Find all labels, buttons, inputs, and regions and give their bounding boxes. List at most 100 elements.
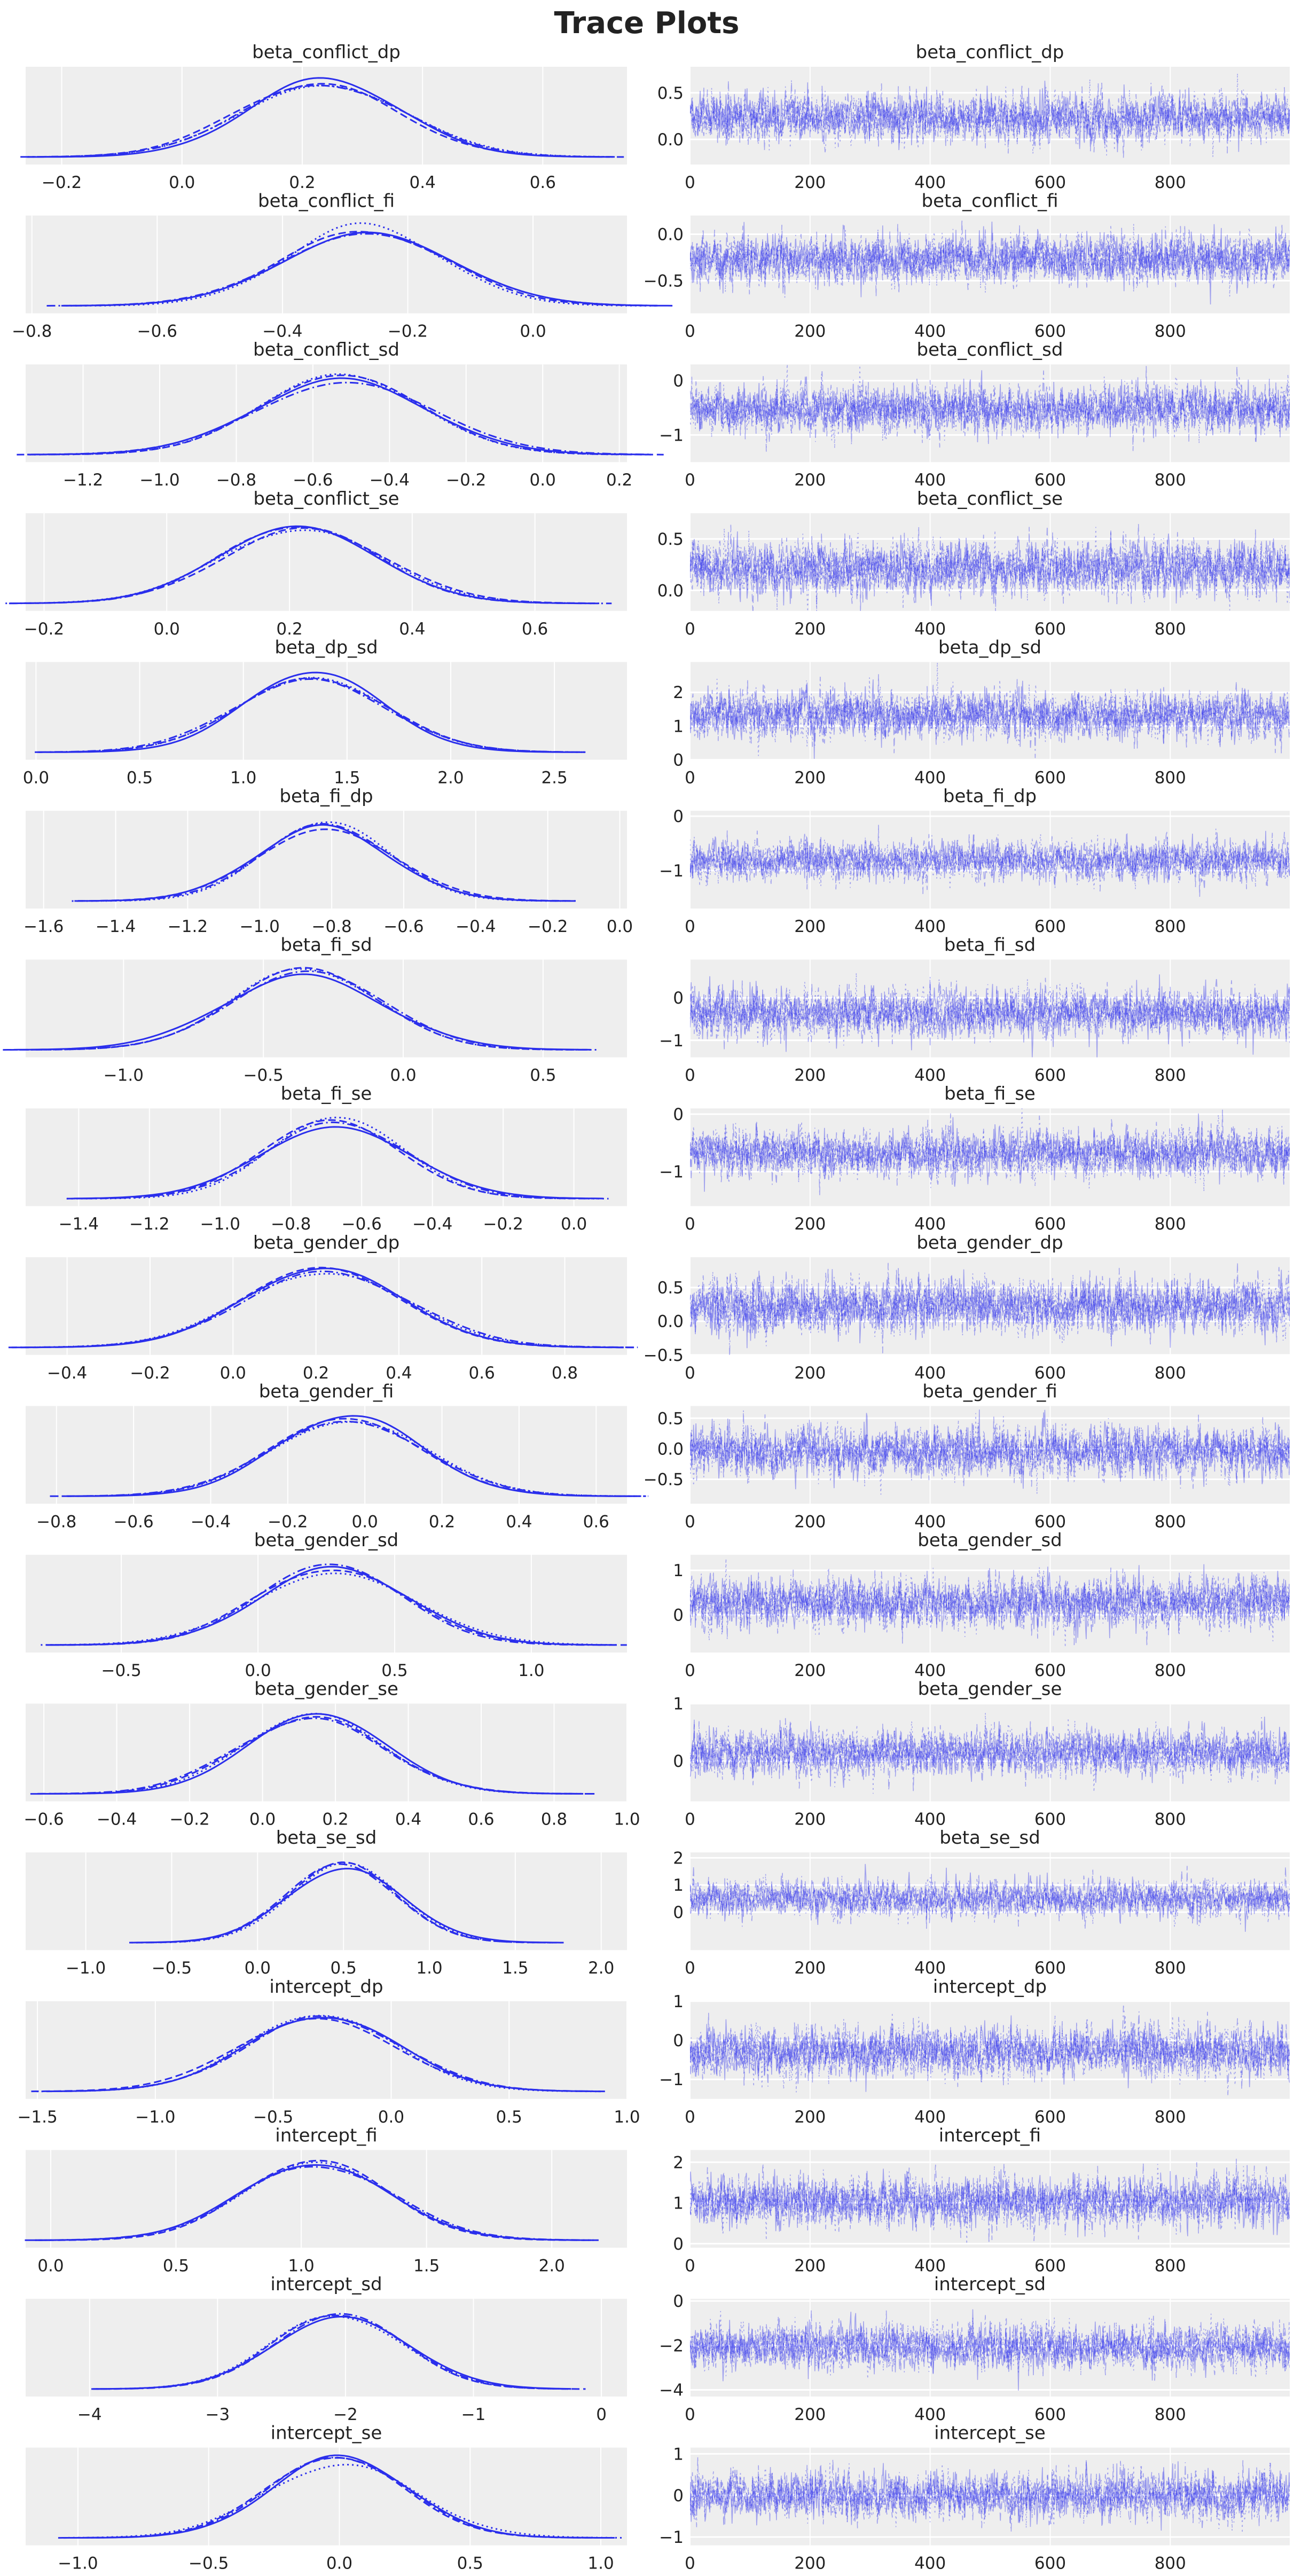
trace-y-tick-label: 0.0 [657, 1439, 684, 1459]
trace-y-tick-label: 1 [673, 2445, 684, 2464]
kde-chain-1-line [38, 671, 586, 753]
trace-chain-4-line [690, 1263, 1290, 1355]
trace-y-tick-label: −1 [659, 2070, 684, 2089]
kde-x-tick-label: 1.0 [614, 2108, 640, 2127]
kde-x-tick-label: 0.8 [552, 1364, 578, 1383]
kde-x-tick-label: 1.5 [334, 768, 360, 787]
kde-panel-background [26, 811, 627, 909]
trace-y-tick-label: −2 [659, 2336, 684, 2355]
param-row-beta_se_sd: −1.0 −0.5 0.0 0.5 1.0 1.5 2.0 beta_se_sd 0 200 400… [26, 1827, 1290, 1978]
trace-x-tick-label: 800 [1155, 173, 1186, 192]
kde-x-tick-label: −0.2 [24, 620, 64, 639]
kde-x-tick-label: 2.5 [541, 768, 567, 787]
trace-chain-2-line [690, 2460, 1290, 2530]
kde-panel: −4 −3 −2 −1 0 intercept_sd [26, 2274, 627, 2424]
trace-panel: 0 200 400 600 800 −1 0 beta_conflict_sd [659, 339, 1290, 490]
trace-panel-background [690, 513, 1290, 611]
param-row-beta_conflict_dp: −0.2 0.0 0.2 0.4 0.6 beta_conflict_dp 0 200 400 6… [20, 42, 1290, 192]
kde-x-tick-label: −0.5 [152, 1959, 192, 1978]
trace-chain-1-line [690, 974, 1290, 1058]
trace-x-tick-label: 600 [1034, 1959, 1066, 1978]
kde-x-tick-label: 1.5 [413, 2256, 440, 2275]
kde-subplot-title: beta_gender_sd [254, 1530, 399, 1551]
kde-subplot-title: intercept_sd [270, 2274, 382, 2295]
trace-x-tick-label: 600 [1034, 1066, 1066, 1085]
kde-x-tick-label: −0.5 [189, 2554, 229, 2573]
kde-x-tick-label: 1.0 [416, 1959, 442, 1978]
trace-chain-3-line [690, 1413, 1290, 1495]
kde-chain-3-line [41, 1572, 617, 1646]
trace-x-tick-label: 800 [1155, 1810, 1186, 1829]
trace-chain-3-line [690, 2012, 1290, 2093]
trace-chain-1-line [690, 1864, 1290, 1932]
trace-x-tick-label: 400 [914, 1661, 946, 1680]
trace-lines [690, 1409, 1290, 1495]
kde-subplot-title: beta_conflict_se [253, 488, 399, 510]
trace-x-tick-label: 0 [685, 2256, 695, 2275]
trace-y-tick-label: 0 [673, 1752, 684, 1771]
trace-panel: 0 200 400 600 800 0.0 0.5 beta_conflict_dp [657, 42, 1290, 192]
trace-lines [690, 364, 1290, 452]
trace-panel: 0 200 400 600 800 −4 −2 0 intercept_sd [659, 2274, 1290, 2424]
kde-subplot-title: beta_fi_sd [280, 935, 372, 956]
trace-chain-1-line [690, 1113, 1290, 1192]
kde-panel: −1.0 −0.5 0.0 0.5 1.0 1.5 2.0 beta_se_sd [26, 1827, 627, 1978]
trace-x-tick-label: 400 [914, 1810, 946, 1829]
kde-chain-4-line [47, 2015, 597, 2093]
kde-chain-4-line [97, 2313, 573, 2390]
kde-chain-3-line [96, 2315, 573, 2390]
trace-chain-4-line [690, 1410, 1290, 1489]
trace-chain-2-line [690, 1719, 1290, 1790]
kde-x-tick-label: 0.0 [37, 2256, 64, 2275]
trace-y-tick-label: −1 [659, 426, 684, 445]
trace-x-tick-label: 200 [794, 1512, 826, 1531]
trace-x-tick-label: 0 [685, 173, 695, 192]
kde-chain-2-line [31, 2017, 609, 2093]
trace-x-tick-label: 200 [794, 322, 826, 341]
trace-chain-2-line [690, 2310, 1290, 2378]
kde-subplot-title: beta_gender_se [254, 1679, 398, 1700]
kde-x-tick-label: 0.5 [496, 2108, 522, 2127]
kde-chain-4-line [58, 2456, 616, 2539]
trace-x-tick-label: 600 [1034, 471, 1066, 490]
trace-panel-background [690, 1703, 1290, 1802]
trace-x-tick-label: 600 [1034, 322, 1066, 341]
kde-x-tick-label: −1.0 [200, 1215, 240, 1234]
kde-chain-1-line [27, 77, 610, 158]
kde-x-tick-label: 0.4 [506, 1512, 532, 1531]
trace-y-tick-label: 0 [673, 2031, 684, 2050]
trace-x-tick-label: 800 [1155, 1066, 1186, 1085]
trace-lines [690, 523, 1290, 611]
kde-subplot-title: beta_conflict_fi [258, 191, 395, 212]
param-row-beta_gender_sd: −0.5 0.0 0.5 1.0 beta_gender_sd 0 200 400 600 800… [26, 1530, 1290, 1680]
trace-x-tick-label: 800 [1155, 322, 1186, 341]
trace-panel-background [690, 1852, 1290, 1951]
trace-chain-4-line [690, 1113, 1290, 1196]
kde-chain-4-line [129, 1863, 551, 1944]
trace-x-tick-label: 0 [685, 322, 695, 341]
trace-subplot-title: beta_conflict_fi [921, 191, 1058, 212]
trace-panel-background [690, 1108, 1290, 1207]
trace-y-tick-label: 1 [673, 1561, 684, 1580]
trace-lines [690, 2005, 1290, 2095]
trace-chain-3-line [690, 364, 1290, 449]
trace-panel-background [690, 2447, 1290, 2546]
trace-subplot-title: intercept_dp [933, 1976, 1047, 1998]
kde-panel: −1.5 −1.0 −0.5 0.0 0.5 1.0 intercept_dp [17, 1976, 640, 2127]
kde-x-tick-label: −1.4 [59, 1215, 99, 1234]
kde-x-tick-label: −0.6 [342, 1215, 382, 1234]
trace-y-tick-label: −1 [659, 1163, 684, 1182]
trace-chain-3-line [690, 1712, 1290, 1794]
trace-x-tick-label: 200 [794, 1959, 826, 1978]
trace-y-tick-label: 0 [673, 2292, 684, 2311]
kde-x-tick-label: −0.8 [36, 1512, 76, 1531]
kde-x-tick-label: −0.2 [130, 1364, 170, 1383]
kde-panel: −0.8 −0.6 −0.4 −0.2 0.0 0.2 0.4 0.6 beta_gender_… [26, 1381, 648, 1531]
kde-chain-4-line [20, 84, 617, 158]
trace-x-tick-label: 200 [794, 1066, 826, 1085]
kde-x-tick-label: 0.5 [163, 2256, 189, 2275]
kde-x-tick-label: 0.6 [583, 1512, 609, 1531]
trace-chain-4-line [690, 2163, 1290, 2244]
trace-x-tick-label: 400 [914, 322, 946, 341]
trace-y-tick-label: 0 [673, 1606, 684, 1625]
